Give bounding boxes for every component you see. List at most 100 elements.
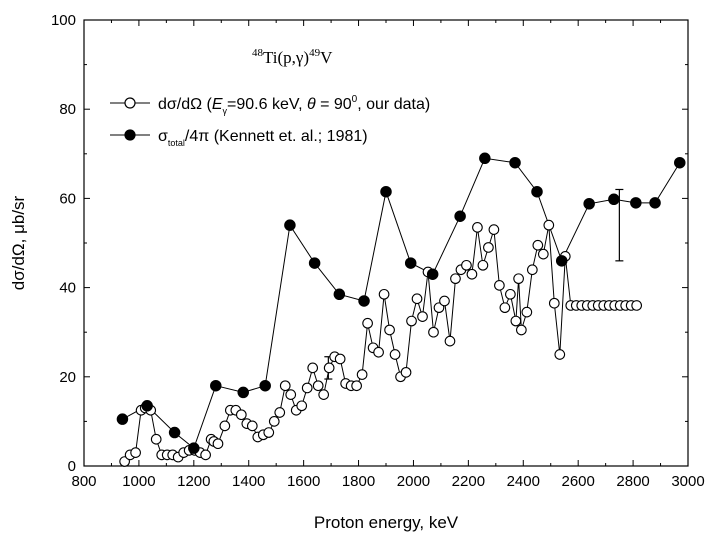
data-point-ours	[526, 264, 538, 276]
series-points	[116, 152, 686, 467]
data-point-kennett	[479, 152, 491, 165]
x-tick-label: 2200	[452, 473, 485, 490]
data-point-ours	[384, 324, 395, 336]
legend-ours-prefix: dσ/dΩ (	[158, 96, 213, 113]
legend-entry-ours: dσ/dΩ (Eγ=90.6 keV, θ = 900, our data)	[158, 94, 430, 116]
axis-ticks: 800 1000 1200 1400 1600 1800 2000 2200 2400 2600 2…	[51, 12, 705, 490]
legend-entry-kennett: σtotal/4π (Kennett et. al.; 1981)	[158, 128, 368, 148]
reaction-mass-b: 49	[309, 47, 321, 59]
data-point-ours	[351, 380, 362, 392]
data-point-ours	[150, 433, 162, 445]
data-point-kennett	[426, 268, 439, 280]
y-tick-label: 60	[59, 190, 76, 207]
data-point-ours	[513, 273, 524, 285]
data-point-ours	[537, 248, 549, 260]
reaction-tail: V	[320, 48, 333, 67]
data-point-ours	[219, 420, 231, 432]
legend-ours-suffix: , our data)	[357, 96, 430, 113]
data-point-ours	[472, 222, 483, 233]
data-point-kennett	[531, 185, 543, 198]
x-tick-label: 2400	[507, 473, 540, 490]
data-point-kennett	[608, 193, 620, 206]
data-point-ours	[130, 447, 141, 458]
x-tick-label: 2800	[616, 473, 649, 490]
data-point-kennett	[380, 185, 392, 198]
data-point-ours	[483, 242, 494, 253]
data-point-kennett	[168, 426, 181, 439]
data-point-kennett	[674, 156, 686, 169]
data-point-ours	[521, 306, 533, 318]
data-point-ours	[200, 449, 211, 461]
data-point-kennett	[649, 197, 661, 209]
data-point-ours	[356, 369, 368, 380]
data-point-kennett	[259, 379, 271, 392]
y-tick-label: 40	[59, 280, 76, 297]
data-point-ours	[400, 366, 412, 378]
data-point-ours	[494, 280, 505, 291]
legend-ours-eq: = 90	[316, 96, 352, 113]
x-tick-label: 1800	[342, 473, 375, 490]
y-axis-label: dσ/dΩ, μb/sr	[9, 195, 28, 290]
y-tick-label: 0	[68, 458, 76, 475]
data-point-ours	[312, 380, 324, 392]
legend: dσ/dΩ (Eγ=90.6 keV, θ = 900, our data) σ…	[110, 94, 430, 148]
data-point-ours	[516, 324, 527, 336]
error-bars	[324, 188, 624, 380]
y-tick-label: 100	[51, 12, 76, 29]
data-point-ours	[510, 315, 522, 327]
data-point-ours	[554, 349, 566, 360]
data-point-kennett	[404, 257, 417, 269]
legend-kennett-sub: total	[168, 138, 185, 148]
data-point-ours	[477, 259, 489, 271]
data-point-ours	[406, 315, 417, 327]
x-tick-label: 800	[71, 473, 96, 490]
data-point-kennett	[555, 255, 568, 267]
data-point-ours	[263, 427, 275, 438]
data-point-ours	[235, 409, 247, 421]
data-point-ours	[323, 362, 335, 374]
legend-ours-theta: θ	[307, 96, 316, 113]
data-point-kennett	[210, 379, 222, 392]
legend-ours-e: E	[212, 96, 223, 113]
legend-ours-sup: 0	[352, 94, 358, 105]
x-tick-label: 1400	[232, 473, 265, 490]
data-point-ours	[543, 219, 555, 231]
data-point-ours	[279, 380, 291, 392]
data-point-ours	[488, 224, 500, 235]
reaction-annotation: 48Ti(p,γ)49V	[252, 47, 333, 67]
data-point-ours	[428, 326, 439, 338]
data-point-ours	[362, 317, 373, 329]
data-point-ours	[334, 353, 346, 365]
data-point-kennett	[284, 219, 296, 231]
data-point-kennett	[358, 295, 370, 307]
data-point-kennett	[509, 156, 521, 169]
legend-kennett-sigma: σ	[158, 128, 168, 145]
plot-frame	[83, 19, 689, 467]
data-point-ours	[417, 311, 428, 322]
data-point-ours	[461, 259, 472, 271]
data-point-ours	[373, 346, 384, 358]
y-tick-label: 20	[59, 369, 76, 386]
x-tick-label: 3000	[671, 473, 704, 490]
data-point-kennett	[454, 210, 466, 222]
data-point-kennett	[583, 198, 595, 210]
data-point-ours	[246, 420, 258, 432]
data-point-ours	[532, 239, 544, 251]
legend-ours-e-sub: γ	[223, 106, 228, 116]
x-tick-label: 2000	[397, 473, 430, 490]
data-point-ours	[631, 300, 643, 311]
data-point-ours	[274, 407, 286, 418]
data-point-ours	[268, 416, 280, 427]
plot-area-border	[83, 19, 689, 467]
data-point-ours	[307, 362, 319, 374]
x-tick-label: 1200	[177, 473, 210, 490]
y-tick-label: 80	[59, 101, 76, 118]
data-point-kennett	[308, 257, 321, 269]
data-point-ours	[285, 389, 297, 400]
data-point-ours	[378, 288, 390, 300]
data-point-kennett	[630, 197, 642, 209]
data-point-ours	[548, 297, 560, 309]
data-point-ours	[466, 268, 478, 280]
x-tick-label: 1000	[122, 473, 155, 490]
